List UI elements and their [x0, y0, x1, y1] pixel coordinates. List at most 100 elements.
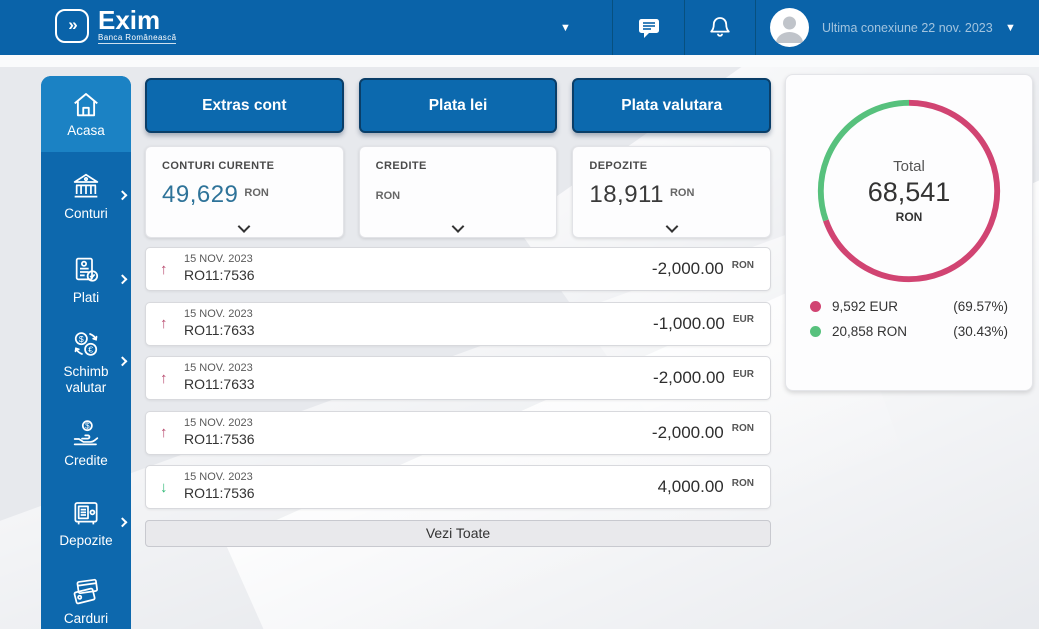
transaction-account: RO11:7633	[184, 321, 255, 338]
transaction-account: RO11:7536	[184, 485, 255, 502]
transaction-direction-icon: ↑	[160, 260, 168, 278]
plata-valutara-button[interactable]: Plata valutara	[572, 78, 772, 133]
sidebar-item-label: Schimb valutar	[63, 363, 109, 395]
card-value: 18,911	[589, 181, 664, 208]
transaction-direction-icon: ↓	[160, 478, 168, 496]
transaction-amount: -2,000.00	[651, 422, 724, 442]
chevron-right-icon	[117, 517, 128, 528]
transaction-amount: -2,000.00	[651, 259, 724, 278]
messages-button[interactable]	[637, 0, 661, 55]
card-currency: RON	[244, 186, 269, 199]
legend-label: 20,858 RON	[832, 324, 908, 339]
brand-tagline: Banca Românească	[98, 33, 177, 44]
transaction-amount: -2,000.00	[653, 368, 725, 387]
svg-text:$: $	[85, 422, 90, 431]
donut-legend: 9,592 EUR (69.57%) 20,858 RON (30.43%)	[786, 293, 1032, 339]
person-icon	[776, 16, 803, 43]
transaction-row[interactable]: ↑ 15 NOV. 2023 RO11:7633 -2,000.00 EUR	[145, 356, 771, 400]
plata-lei-button[interactable]: Plata lei	[358, 78, 558, 133]
notifications-button[interactable]	[709, 0, 731, 55]
legend-percent: (69.57%)	[953, 299, 1008, 314]
header-divider	[755, 0, 756, 55]
sidebar-item-depozite[interactable]: Depozite	[41, 483, 131, 563]
card-title: DEPOZITE	[589, 160, 648, 172]
view-all-button[interactable]: Vezi Toate	[145, 519, 771, 547]
user-avatar[interactable]	[770, 8, 809, 47]
cards-icon	[70, 576, 102, 606]
chevron-right-icon	[117, 274, 128, 285]
transaction-row[interactable]: ↑ 15 NOV. 2023 RO11:7536 -2,000.00 RON	[145, 410, 771, 455]
transaction-direction-icon: ↑	[160, 424, 168, 441]
transaction-amount: -1,000.00	[653, 313, 725, 333]
legend-label: 9,592 EUR	[832, 299, 899, 314]
sidebar-item-credite[interactable]: $ Credite	[41, 404, 131, 483]
nav-dropdown-button[interactable]: ▼	[560, 0, 571, 55]
header-divider	[612, 0, 613, 55]
expand-chevron-icon[interactable]	[237, 220, 251, 233]
transaction-date: 15 NOV. 2023	[184, 253, 253, 266]
transaction-currency: EUR	[732, 368, 754, 380]
transaction-account: RO11:7536	[184, 430, 255, 447]
loan-hand-coin-icon: $	[70, 418, 102, 448]
top-navbar: » Exim Banca Românească ▼	[0, 0, 1039, 55]
currency-exchange-icon: $ €	[70, 329, 102, 359]
transaction-date: 15 NOV. 2023	[184, 362, 253, 375]
sidebar-item-conturi[interactable]: Conturi	[41, 152, 131, 240]
legend-percent: (30.43%)	[953, 324, 1008, 339]
transaction-account: RO11:7536	[184, 267, 255, 284]
sidebar-item-acasa[interactable]: Acasa	[41, 76, 131, 152]
chevron-right-icon	[117, 190, 128, 201]
card-currency: RON	[375, 190, 401, 202]
svg-text:€: €	[88, 345, 93, 355]
donut-chart: Total 68,541 RON	[811, 93, 1007, 289]
balance-breakdown-panel: Total 68,541 RON 9,592 EUR (69.57%) 20,8…	[785, 74, 1033, 391]
transaction-date: 15 NOV. 2023	[184, 307, 253, 320]
recent-transactions-list: ↑ 15 NOV. 2023 RO11:7536 -2,000.00 RON ↑ …	[145, 247, 771, 547]
sidebar-item-label: Depozite	[59, 532, 113, 548]
legend-dot-eur	[810, 301, 821, 312]
home-icon	[71, 90, 101, 118]
bank-logo: » Exim Banca Românească	[55, 7, 177, 44]
chat-icon	[639, 18, 659, 38]
depozite-card: DEPOZITE 18,911 RON	[572, 146, 772, 238]
transaction-amount: 4,000.00	[657, 477, 724, 496]
payments-icon	[70, 255, 102, 285]
transaction-row[interactable]: ↓ 15 NOV. 2023 RO11:7536 4,000.00 RON	[145, 465, 771, 509]
sidebar-item-carduri[interactable]: Carduri	[41, 563, 131, 629]
transaction-account: RO11:7633	[184, 376, 255, 393]
donut-title: Total	[893, 158, 925, 175]
expand-chevron-icon[interactable]	[665, 220, 679, 233]
transaction-date: 15 NOV. 2023	[184, 471, 253, 484]
card-title: CREDITE	[375, 160, 427, 172]
account-summary-cards: CONTURI CURENTE 49,629 RON CREDITE RON DE…	[145, 146, 772, 238]
sidebar-item-plati[interactable]: Plati	[41, 240, 131, 320]
card-currency: RON	[669, 186, 695, 199]
chevron-down-icon: ▼	[1005, 21, 1016, 34]
transaction-direction-icon: ↑	[160, 315, 168, 332]
sidebar-item-label: Credite	[64, 453, 108, 469]
sidebar-item-label: Carduri	[63, 610, 109, 626]
sidebar-nav: Acasa Conturi	[41, 76, 131, 629]
last-connection-text: Ultima conexiune 22 nov. 2023	[822, 20, 993, 35]
quick-actions: Extras cont Plata lei Plata valutara	[145, 78, 772, 133]
user-menu-dropdown[interactable]: ▼	[1005, 0, 1016, 55]
legend-item-ron: 20,858 RON (30.43%)	[810, 324, 1008, 339]
bank-logo-icon: »	[55, 8, 89, 43]
sidebar-item-label: Plati	[72, 289, 100, 305]
donut-total-value: 68,541	[867, 177, 951, 207]
transaction-direction-icon: ↑	[160, 369, 168, 387]
transaction-currency: RON	[731, 477, 754, 489]
header-divider	[684, 0, 685, 55]
conturi-curente-card: CONTURI CURENTE 49,629 RON	[145, 146, 344, 238]
extras-cont-button[interactable]: Extras cont	[145, 78, 344, 133]
legend-dot-ron	[810, 326, 821, 337]
expand-chevron-icon[interactable]	[451, 220, 465, 233]
transaction-row[interactable]: ↑ 15 NOV. 2023 RO11:7633 -1,000.00 EUR	[145, 301, 771, 346]
sidebar-item-schimb-valutar[interactable]: $ € Schimb valutar	[41, 320, 131, 404]
donut-total-currency: RON	[895, 210, 923, 224]
sidebar-item-label: Acasa	[67, 122, 105, 138]
transaction-date: 15 NOV. 2023	[184, 416, 253, 429]
transaction-row[interactable]: ↑ 15 NOV. 2023 RO11:7536 -2,000.00 RON	[145, 247, 771, 291]
svg-text:$: $	[79, 334, 84, 344]
